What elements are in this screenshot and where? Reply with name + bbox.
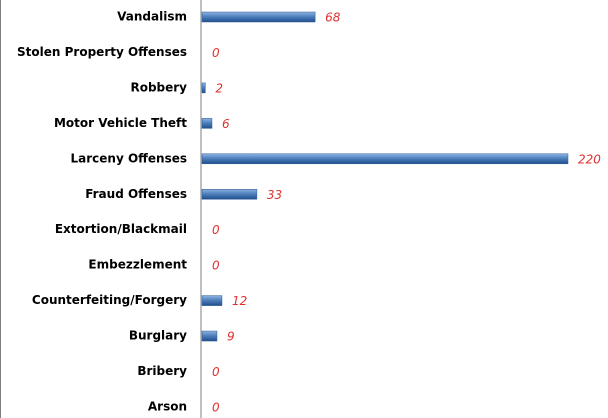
bar [201, 82, 206, 94]
value-label: 6 [222, 117, 230, 131]
value-label: 2 [215, 81, 223, 95]
bar [201, 189, 258, 200]
category-label: Vandalism [117, 10, 187, 24]
value-label: 220 [578, 152, 601, 166]
category-label: Bribery [137, 364, 187, 378]
value-label: 0 [212, 400, 220, 414]
value-label: 12 [232, 294, 247, 308]
bar [201, 295, 223, 306]
value-label: 68 [325, 11, 341, 25]
category-label: Burglary [129, 329, 187, 343]
value-label: 0 [212, 46, 220, 60]
bar [201, 153, 569, 165]
category-label: Counterfeiting/Forgery [32, 293, 187, 307]
category-label: Robbery [130, 80, 187, 94]
value-label: 0 [212, 223, 220, 237]
value-label: 0 [212, 365, 220, 379]
value-label: 9 [227, 330, 235, 344]
category-label: Embezzlement [88, 258, 187, 272]
bar [201, 330, 218, 342]
category-label: Motor Vehicle Theft [54, 116, 187, 130]
category-label: Fraud Offenses [85, 187, 187, 201]
category-label: Stolen Property Offenses [17, 45, 187, 59]
bar [201, 11, 316, 23]
category-label: Arson [148, 399, 187, 413]
category-label: Larceny Offenses [71, 151, 187, 165]
bar [201, 118, 213, 129]
value-label: 0 [212, 259, 220, 273]
category-label: Extortion/Blackmail [55, 222, 187, 236]
value-label: 33 [267, 188, 282, 202]
